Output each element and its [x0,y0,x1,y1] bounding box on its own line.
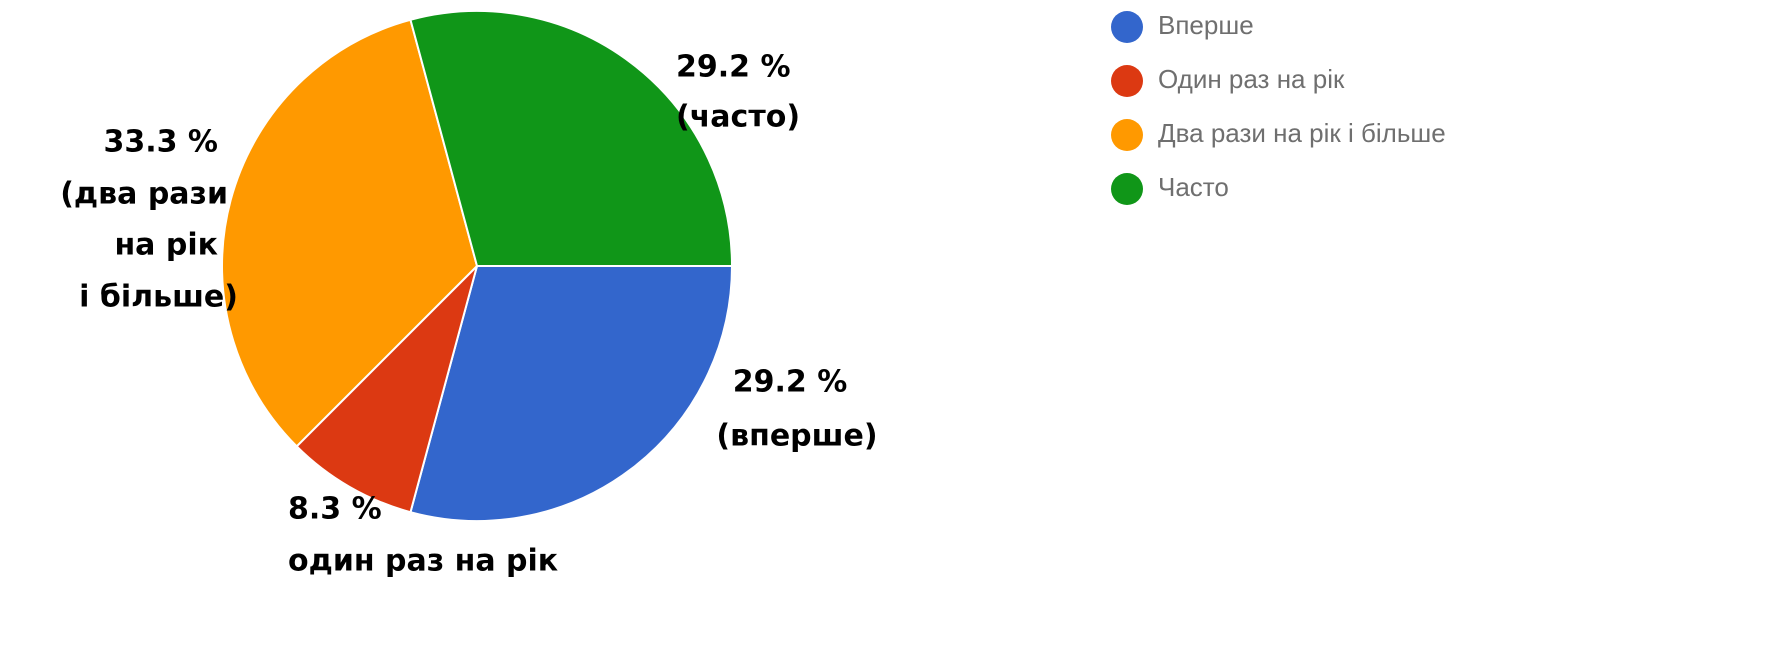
data-label-caption: (два рази [60,177,228,212]
data-label-caption: один раз на рік [288,544,558,579]
pie-slice [409,10,734,267]
legend-swatch [1111,119,1143,151]
data-label: 29.2 % [733,365,848,400]
pie-slice [221,18,479,448]
legend-label: Часто [1158,172,1229,202]
data-label-caption: (часто) [676,100,800,135]
legend-swatch [1111,11,1143,43]
legend-label: Два рази на рік і більше [1158,118,1446,148]
data-label-caption: і більше) [79,280,238,315]
data-label-caption: на рік [114,228,218,263]
data-label: 8.3 % [288,492,382,527]
legend-swatch [1111,65,1143,97]
legend-label: Вперше [1158,10,1254,40]
data-label: 33.3 % [103,125,218,160]
legend-label: Один раз на рік [1158,64,1345,94]
pie-slice [295,262,479,514]
data-label: 29.2 % [676,50,791,85]
legend-swatch [1111,173,1143,205]
data-label-caption: (вперше) [716,419,877,454]
pie-slice [409,265,734,522]
